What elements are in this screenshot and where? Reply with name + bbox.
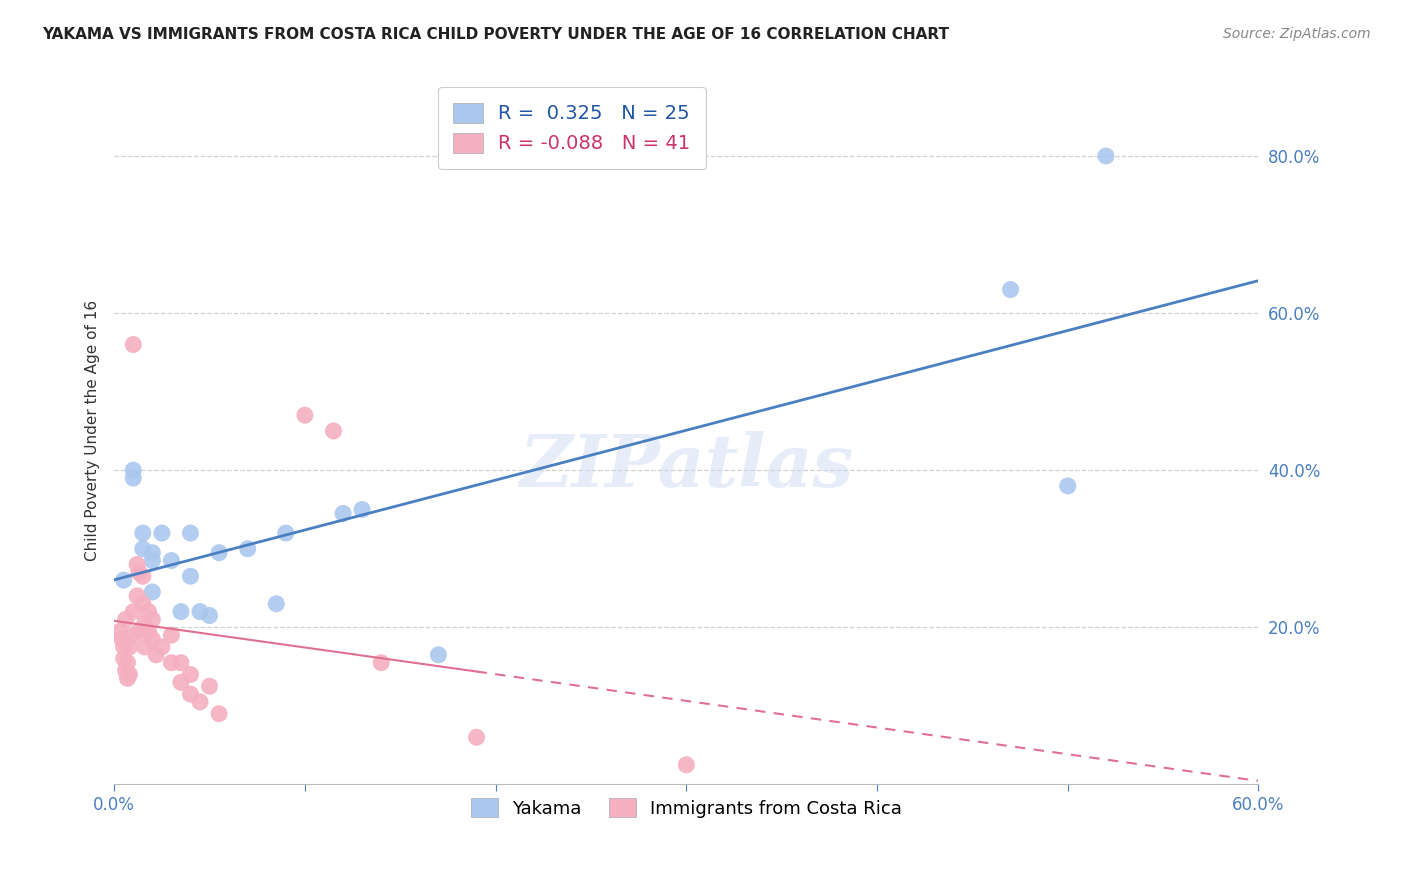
Point (208, 546, 231, 560)
Point (112, 652, 135, 666)
Point (138, 605, 160, 619)
Point (332, 507, 354, 521)
Point (179, 687, 201, 701)
Point (170, 675, 193, 690)
Point (198, 679, 221, 693)
Point (114, 664, 136, 678)
Point (122, 628, 145, 642)
Point (370, 656, 392, 670)
Point (117, 656, 139, 670)
Point (160, 628, 183, 642)
Point (122, 337, 145, 351)
Point (138, 624, 160, 639)
Point (266, 597, 288, 611)
Point (112, 573, 135, 587)
Point (122, 605, 145, 619)
Point (122, 463, 145, 477)
Point (122, 471, 145, 485)
Point (141, 632, 163, 646)
Point (294, 408, 316, 422)
Point (1056, 479, 1078, 493)
Point (188, 605, 211, 619)
Point (132, 526, 155, 541)
Point (134, 640, 156, 654)
Text: YAKAMA VS IMMIGRANTS FROM COSTA RICA CHILD POVERTY UNDER THE AGE OF 16 CORRELATI: YAKAMA VS IMMIGRANTS FROM COSTA RICA CHI… (42, 27, 949, 42)
Point (170, 605, 193, 619)
Point (128, 566, 150, 580)
Point (141, 553, 163, 567)
Point (145, 648, 167, 662)
Point (111, 632, 134, 646)
Point (118, 640, 141, 654)
Point (118, 667, 141, 681)
Point (274, 526, 297, 541)
Point (141, 585, 163, 599)
Y-axis label: Child Poverty Under the Age of 16: Child Poverty Under the Age of 16 (86, 301, 100, 561)
Point (160, 553, 183, 567)
Point (1095, 149, 1118, 163)
Point (179, 526, 201, 541)
Point (108, 624, 131, 639)
Point (125, 589, 148, 603)
Point (179, 667, 201, 681)
Point (352, 502, 374, 516)
Point (179, 569, 201, 583)
Point (160, 656, 183, 670)
Point (132, 569, 155, 583)
Text: Source: ZipAtlas.com: Source: ZipAtlas.com (1223, 27, 1371, 41)
Point (150, 640, 173, 654)
Point (236, 541, 259, 556)
Point (208, 706, 231, 721)
Point (150, 526, 173, 541)
Text: ZIPatlas: ZIPatlas (519, 431, 853, 502)
Point (675, 757, 697, 772)
Point (114, 612, 136, 626)
Legend: Yakama, Immigrants from Costa Rica: Yakama, Immigrants from Costa Rica (464, 791, 910, 825)
Point (322, 424, 344, 438)
Point (465, 731, 488, 745)
Point (128, 624, 150, 639)
Point (132, 597, 155, 611)
Point (427, 648, 450, 662)
Point (198, 608, 221, 623)
Point (117, 672, 139, 686)
Point (132, 541, 155, 556)
Point (134, 616, 156, 631)
Point (170, 656, 193, 670)
Point (188, 695, 211, 709)
Point (125, 558, 148, 572)
Point (112, 640, 135, 654)
Point (1000, 283, 1022, 297)
Point (141, 546, 163, 560)
Point (141, 612, 163, 626)
